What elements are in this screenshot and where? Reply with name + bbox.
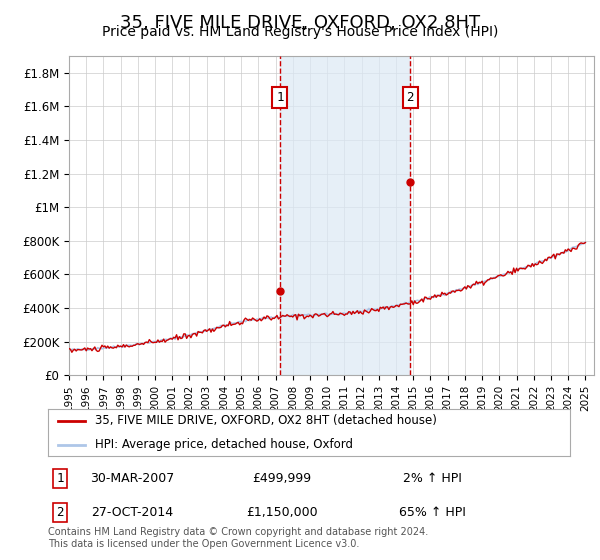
Bar <box>280 56 410 375</box>
Text: 65% ↑ HPI: 65% ↑ HPI <box>398 506 466 519</box>
Text: 2: 2 <box>56 506 64 519</box>
Text: £1,150,000: £1,150,000 <box>246 506 318 519</box>
Text: HPI: Average price, detached house, Oxford: HPI: Average price, detached house, Oxfo… <box>95 438 353 451</box>
Text: 27-OCT-2014: 27-OCT-2014 <box>91 506 173 519</box>
Text: 2: 2 <box>407 91 414 104</box>
Text: 30-MAR-2007: 30-MAR-2007 <box>90 472 174 486</box>
Text: Price paid vs. HM Land Registry's House Price Index (HPI): Price paid vs. HM Land Registry's House … <box>102 25 498 39</box>
Text: Contains HM Land Registry data © Crown copyright and database right 2024.
This d: Contains HM Land Registry data © Crown c… <box>48 527 428 549</box>
Text: 35, FIVE MILE DRIVE, OXFORD, OX2 8HT (detached house): 35, FIVE MILE DRIVE, OXFORD, OX2 8HT (de… <box>95 414 437 427</box>
Text: 1: 1 <box>276 91 284 104</box>
Text: 2% ↑ HPI: 2% ↑ HPI <box>403 472 461 486</box>
Text: 35, FIVE MILE DRIVE, OXFORD, OX2 8HT: 35, FIVE MILE DRIVE, OXFORD, OX2 8HT <box>120 14 480 32</box>
Text: £499,999: £499,999 <box>253 472 311 486</box>
Text: 1: 1 <box>56 472 64 486</box>
